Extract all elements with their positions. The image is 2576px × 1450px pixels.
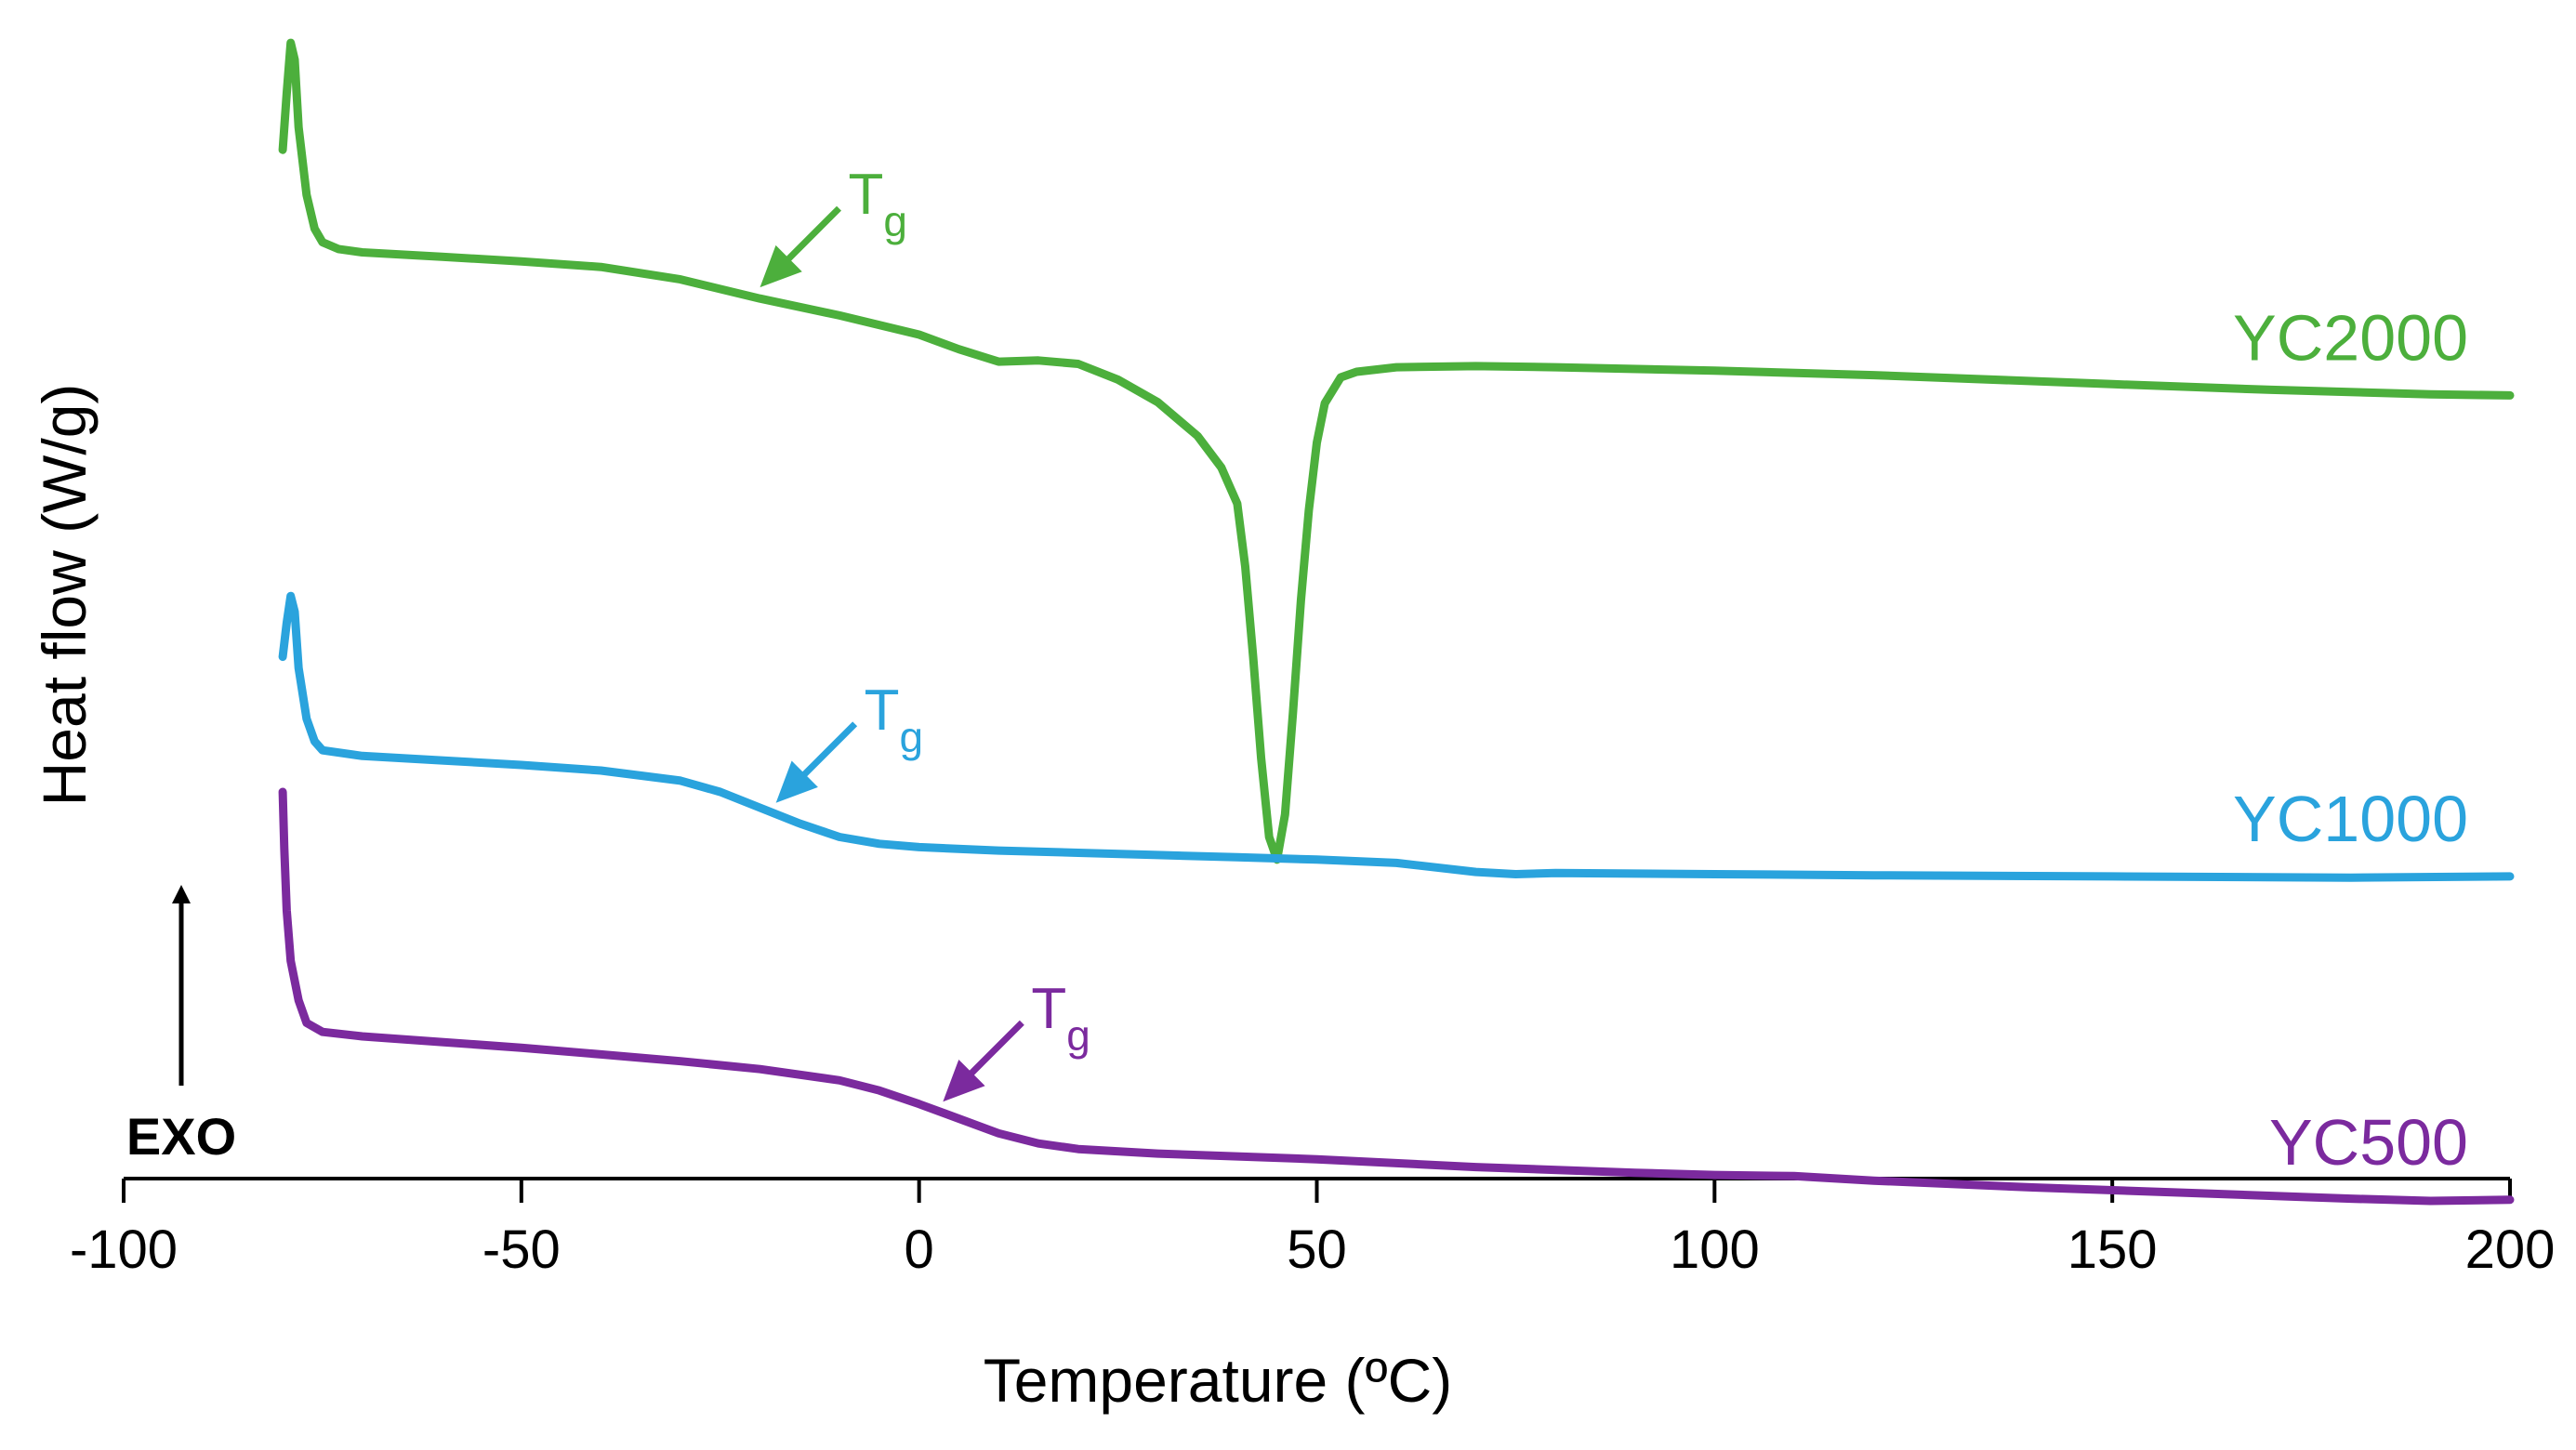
tg-letter: T [1031, 977, 1066, 1041]
series-line-yc1000 [278, 591, 2515, 882]
tg-subscript: g [1066, 1011, 1090, 1060]
tg-arrow-shaft [968, 1020, 1024, 1076]
tg-arrow-shaft [786, 205, 842, 262]
series-yc500: YC500 Tg [278, 787, 2515, 1206]
tg-arrow-head [775, 760, 818, 803]
tg-arrow-head [943, 1059, 985, 1102]
tg-letter: T [849, 163, 884, 227]
series-group: YC2000 Tg YC1000 Tg YC500 Tg [278, 38, 2515, 1206]
tg-label: Tg [849, 163, 907, 245]
series-label-yc2000: YC2000 [2233, 301, 2468, 374]
x-tick-label: 50 [1287, 1219, 1347, 1280]
x-tick-label: -100 [70, 1219, 178, 1280]
x-tick-label: -50 [482, 1219, 561, 1280]
series-yc2000: YC2000 Tg [278, 38, 2515, 864]
tg-label: Tg [1031, 977, 1090, 1060]
x-tick-label: 150 [2067, 1219, 2158, 1280]
x-axis-title: Temperature (ºC) [984, 1346, 1453, 1415]
tg-subscript: g [900, 713, 924, 761]
series-yc1000: YC1000 Tg [278, 591, 2515, 882]
series-line-yc2000 [278, 38, 2515, 864]
tg-arrow-head [760, 244, 802, 288]
tg-arrow-shaft [801, 721, 858, 778]
y-axis-title: Heat flow (W/g) [30, 384, 99, 807]
exo-label: EXO [126, 1107, 236, 1166]
x-tick-label: 100 [1670, 1219, 1760, 1280]
x-tick-label: 200 [2465, 1219, 2556, 1280]
tg-letter: T [865, 679, 900, 743]
x-axis-ticks: -100 -50 0 50 100 150 200 [70, 1179, 2555, 1280]
tg-label: Tg [865, 679, 923, 761]
series-line-yc500 [278, 787, 2515, 1206]
series-label-yc500: YC500 [2269, 1106, 2468, 1179]
tg-subscript: g [883, 197, 907, 245]
x-tick-label: 0 [905, 1219, 934, 1280]
series-label-yc1000: YC1000 [2233, 783, 2468, 855]
